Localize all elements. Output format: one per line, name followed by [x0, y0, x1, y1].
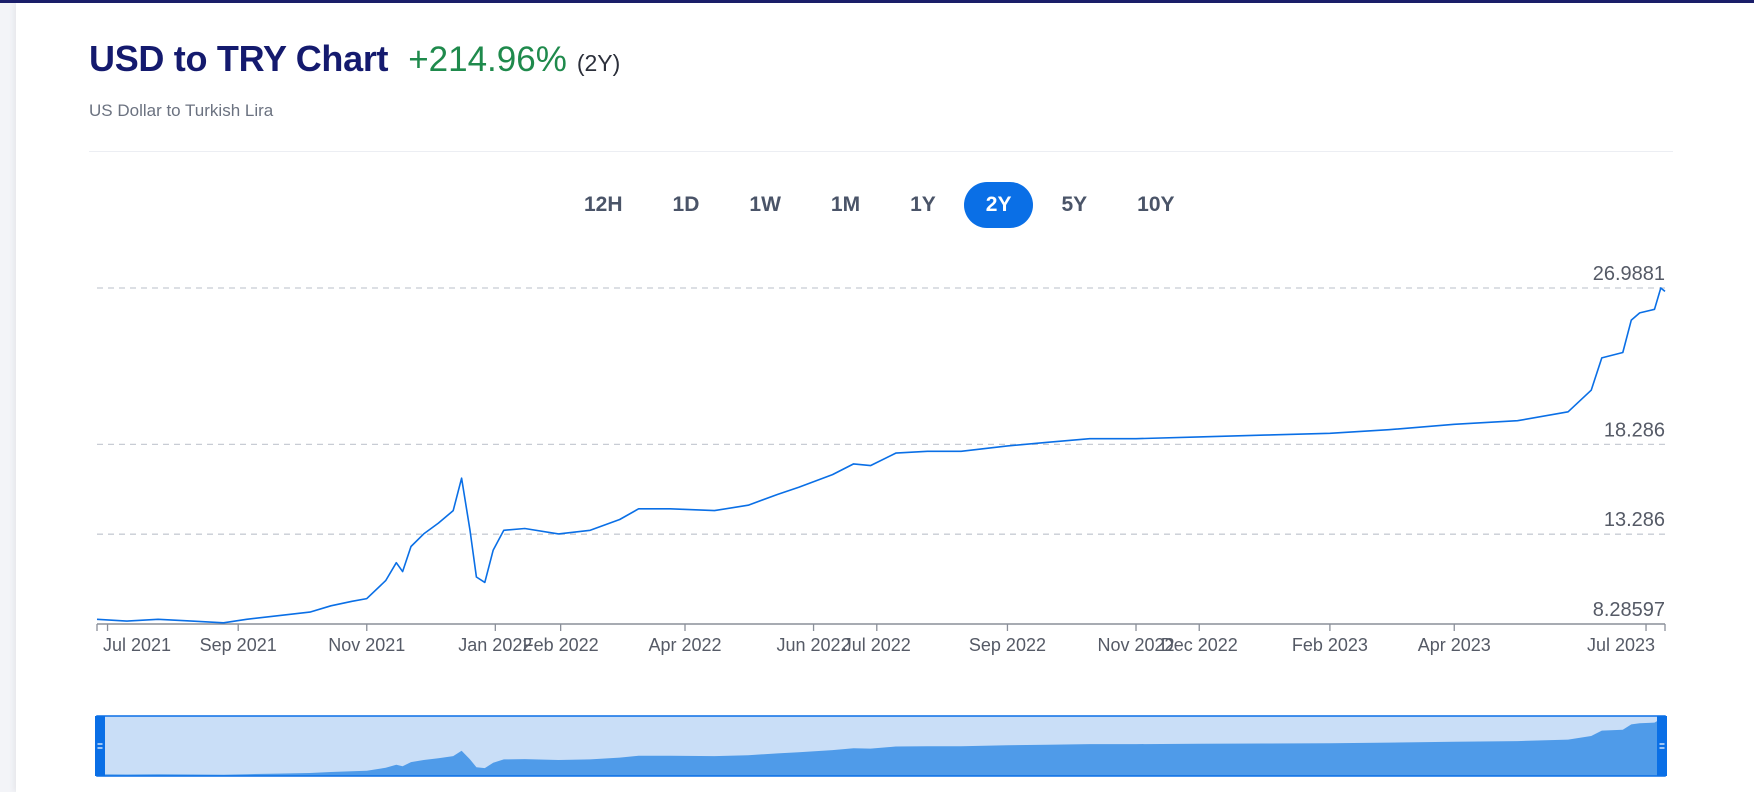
x-tick-label: Apr 2023 — [1418, 635, 1491, 655]
tab-1y[interactable]: 1Y — [910, 193, 936, 216]
x-tick-label: Sep 2022 — [969, 635, 1046, 655]
tab-1d[interactable]: 1D — [672, 193, 700, 216]
x-tick-label: Jul 2023 — [1587, 635, 1655, 655]
y-tick-label: 26.9881 — [1593, 263, 1665, 285]
tab-10y[interactable]: 10Y — [1137, 193, 1175, 216]
navigator-handle-left[interactable] — [95, 716, 105, 776]
tab-1m[interactable]: 1M — [830, 193, 861, 216]
y-tick-label: 18.286 — [1604, 419, 1665, 441]
x-tick-label: Dec 2022 — [1161, 635, 1238, 655]
y-tick-label: 8.28597 — [1593, 599, 1665, 621]
page-title: USD to TRY Chart — [89, 38, 389, 79]
x-tick-label: Jan 2022 — [458, 635, 532, 655]
tab-1w[interactable]: 1W — [749, 193, 781, 216]
y-tick-label: 13.286 — [1604, 509, 1665, 531]
change-percent: +214.96% — [408, 40, 567, 79]
tab-5y[interactable]: 5Y — [1061, 193, 1088, 216]
x-tick-label: Jun 2022 — [777, 635, 851, 655]
header-divider — [89, 151, 1673, 152]
change-period: (2Y) — [576, 50, 621, 76]
range-tabs: 12H 1D 1W 1M 1Y 2Y 5Y 10Y — [562, 182, 1203, 228]
x-tick-label: Jul 2021 — [103, 635, 171, 655]
x-tick-label: Feb 2023 — [1292, 635, 1368, 655]
x-tick-label: Jul 2022 — [843, 635, 911, 655]
x-tick-label: Nov 2022 — [1097, 635, 1174, 655]
chart-card — [16, 3, 1754, 792]
x-tick-label: Feb 2022 — [523, 635, 599, 655]
tab-2y[interactable]: 2Y — [963, 182, 1034, 228]
tab-12h[interactable]: 12H — [584, 193, 623, 216]
top-accent-bar — [0, 0, 1754, 3]
navigator-handle-right[interactable] — [1657, 716, 1667, 776]
navigator-area — [97, 719, 1665, 776]
series-line — [96, 287, 1666, 624]
x-tick-label: Apr 2022 — [648, 635, 721, 655]
x-tick-label: Nov 2021 — [328, 635, 405, 655]
page-subtitle: US Dollar to Turkish Lira — [89, 101, 274, 120]
title-row: USD to TRY Chart +214.96% (2Y) — [89, 38, 620, 80]
x-tick-label: Sep 2021 — [200, 635, 277, 655]
